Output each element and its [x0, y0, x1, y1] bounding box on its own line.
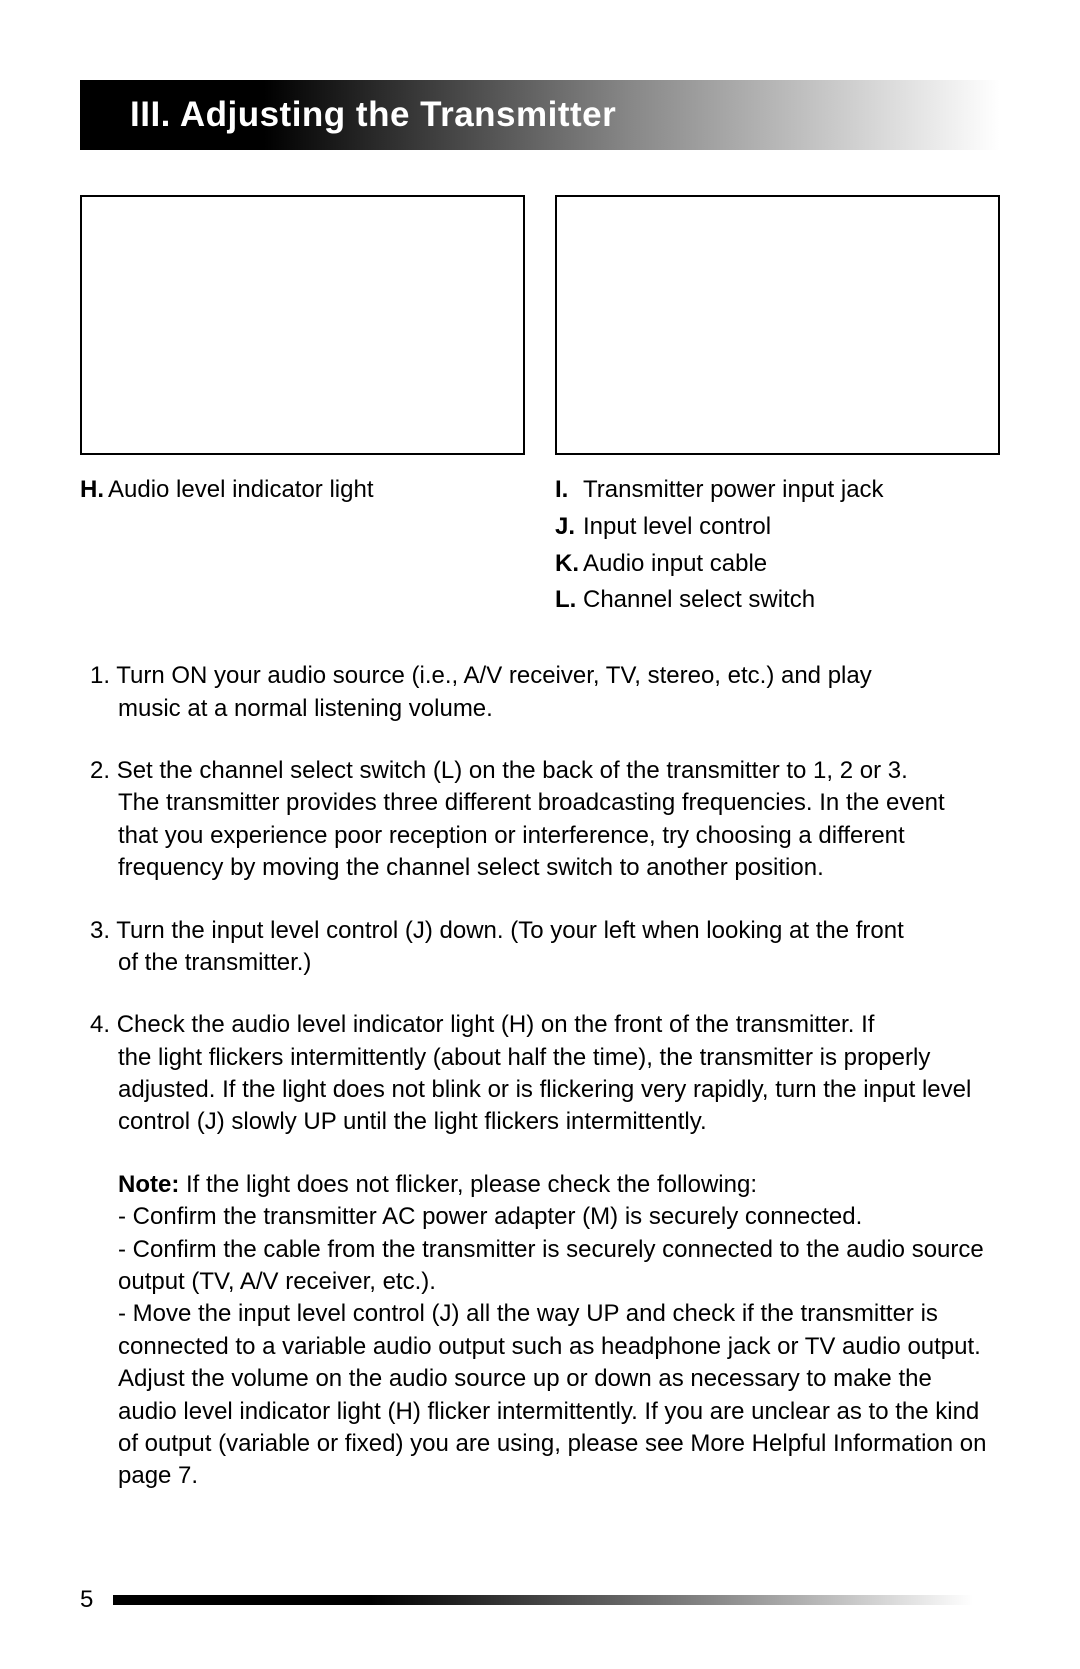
- note-bullet-2: - Confirm the cable from the transmitter…: [118, 1234, 990, 1299]
- step-rest: of the transmitter.): [90, 947, 990, 979]
- figure-left-placeholder: [80, 195, 525, 455]
- legend-letter: H.: [80, 473, 108, 508]
- note-block: Note: If the light does not flicker, ple…: [80, 1169, 1000, 1493]
- legend-letter: K.: [555, 547, 583, 582]
- step-2: 2. Set the channel select switch (L) on …: [90, 755, 990, 885]
- step-first-line: Turn ON your audio source (i.e., A/V rec…: [116, 662, 871, 689]
- step-3: 3. Turn the input level control (J) down…: [90, 915, 990, 980]
- note-bullet-3: - Move the input level control (J) all t…: [118, 1298, 990, 1492]
- section-header-bar: III. Adjusting the Transmitter: [80, 80, 1000, 150]
- note-intro-line: Note: If the light does not flicker, ple…: [118, 1169, 990, 1201]
- legend-item-h: H.Audio level indicator light: [80, 473, 525, 508]
- step-rest: The transmitter provides three different…: [90, 787, 990, 884]
- legend-item-k: K.Audio input cable: [555, 547, 1000, 582]
- footer-gradient-bar: [113, 1595, 973, 1605]
- figure-left-col: H.Audio level indicator light: [80, 195, 525, 620]
- legend-item-j: J.Input level control: [555, 510, 1000, 545]
- step-number: 1.: [90, 662, 110, 689]
- legend-text: Transmitter power input jack: [583, 476, 884, 503]
- step-1: 1. Turn ON your audio source (i.e., A/V …: [90, 660, 990, 725]
- figure-right-col: I.Transmitter power input jack J.Input l…: [555, 195, 1000, 620]
- step-rest: the light flickers intermittently (about…: [90, 1042, 990, 1139]
- figure-right-placeholder: [555, 195, 1000, 455]
- figure-row: H.Audio level indicator light I.Transmit…: [80, 195, 1000, 620]
- step-number: 4.: [90, 1011, 110, 1038]
- note-label: Note:: [118, 1171, 179, 1198]
- note-intro: If the light does not flicker, please ch…: [186, 1171, 757, 1198]
- note-bullet-1: - Confirm the transmitter AC power adapt…: [118, 1201, 990, 1233]
- legend-text: Channel select switch: [583, 586, 815, 613]
- step-number: 3.: [90, 917, 110, 944]
- step-number: 2.: [90, 757, 110, 784]
- legend-letter: I.: [555, 473, 583, 508]
- page-content: III. Adjusting the Transmitter H.Audio l…: [80, 80, 1000, 1609]
- step-first-line: Check the audio level indicator light (H…: [117, 1011, 875, 1038]
- legend-item-i: I.Transmitter power input jack: [555, 473, 1000, 508]
- legend-letter: L.: [555, 583, 583, 618]
- page-footer: 5: [80, 1586, 973, 1614]
- step-first-line: Set the channel select switch (L) on the…: [117, 757, 908, 784]
- legend-text: Input level control: [583, 513, 771, 540]
- page-number: 5: [80, 1586, 93, 1614]
- section-title: III. Adjusting the Transmitter: [130, 95, 616, 135]
- legend-item-l: L.Channel select switch: [555, 583, 1000, 618]
- step-rest: music at a normal listening volume.: [90, 693, 990, 725]
- steps-list: 1. Turn ON your audio source (i.e., A/V …: [80, 660, 1000, 1139]
- legend-text: Audio input cable: [583, 550, 767, 577]
- step-first-line: Turn the input level control (J) down. (…: [116, 917, 904, 944]
- step-4: 4. Check the audio level indicator light…: [90, 1009, 990, 1139]
- legend-letter: J.: [555, 510, 583, 545]
- legend-text: Audio level indicator light: [108, 476, 374, 503]
